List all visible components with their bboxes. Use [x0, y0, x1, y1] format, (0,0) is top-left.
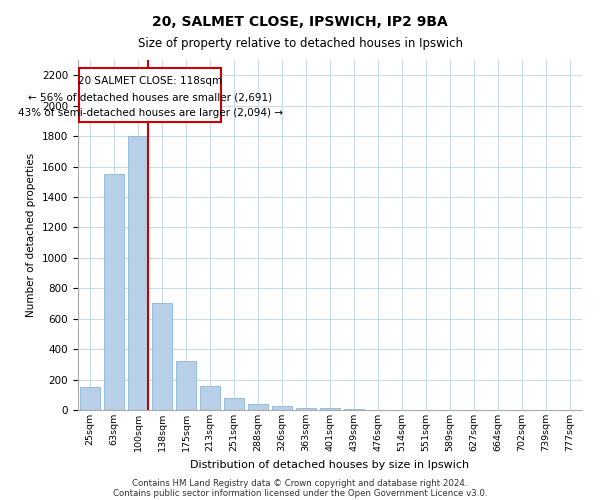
Bar [248, 404, 268, 410]
X-axis label: Distribution of detached houses by size in Ipswich: Distribution of detached houses by size … [190, 460, 470, 469]
Text: ← 56% of detached houses are smaller (2,691): ← 56% of detached houses are smaller (2,… [28, 92, 272, 102]
Bar [224, 398, 244, 410]
Bar [104, 174, 124, 410]
Bar [272, 406, 292, 410]
Text: Contains HM Land Registry data © Crown copyright and database right 2024.: Contains HM Land Registry data © Crown c… [132, 478, 468, 488]
Bar [320, 408, 340, 410]
Bar [80, 387, 100, 410]
Text: 20, SALMET CLOSE, IPSWICH, IP2 9BA: 20, SALMET CLOSE, IPSWICH, IP2 9BA [152, 15, 448, 29]
Bar [296, 408, 316, 410]
Text: 20 SALMET CLOSE: 118sqm: 20 SALMET CLOSE: 118sqm [78, 76, 222, 86]
Bar [152, 304, 172, 410]
Text: Size of property relative to detached houses in Ipswich: Size of property relative to detached ho… [137, 38, 463, 51]
Bar [128, 136, 148, 410]
Bar [176, 362, 196, 410]
Bar [200, 386, 220, 410]
Text: 43% of semi-detached houses are larger (2,094) →: 43% of semi-detached houses are larger (… [17, 108, 283, 118]
Bar [344, 409, 364, 410]
Bar [79, 68, 221, 122]
Text: Contains public sector information licensed under the Open Government Licence v3: Contains public sector information licen… [113, 488, 487, 498]
Y-axis label: Number of detached properties: Number of detached properties [26, 153, 37, 317]
